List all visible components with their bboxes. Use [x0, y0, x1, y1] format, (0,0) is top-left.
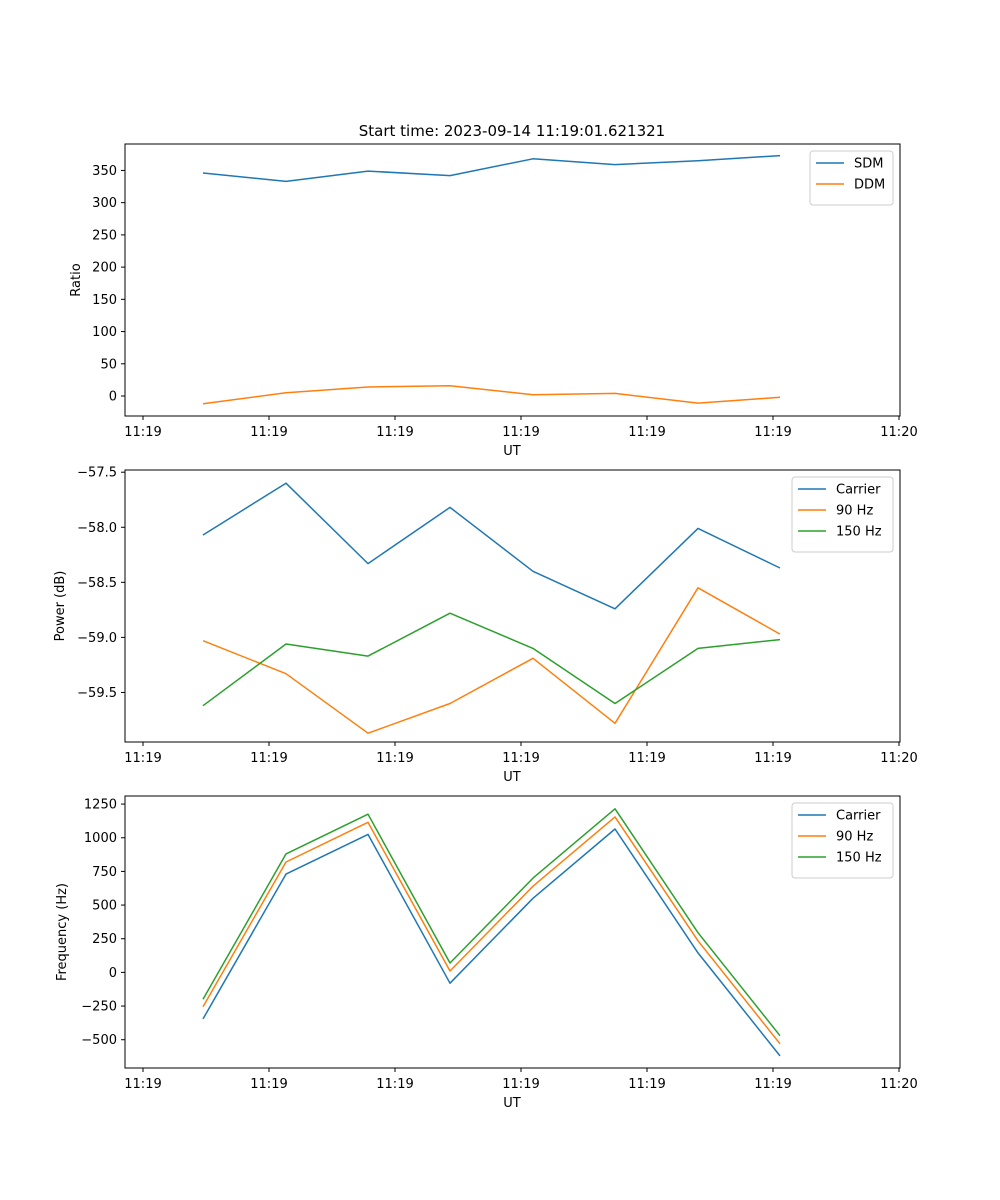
x-axis-label: UT	[503, 444, 521, 459]
y-tick-label: 1000	[84, 831, 117, 846]
series-line-carrier	[202, 482, 781, 610]
y-tick-label: −59.0	[77, 631, 117, 646]
x-tick-label: 11:19	[376, 751, 413, 766]
y-tick-label: 300	[92, 196, 117, 211]
x-tick-label: 11:19	[754, 751, 791, 766]
chart-panel-1: 11:19 11:19 11:19 11:19 11:19 11:19 11:20 UT 0 50…	[69, 143, 918, 459]
x-tick-label: 11:19	[250, 425, 287, 440]
x-tick-label: 11:19	[502, 751, 539, 766]
axes-frame	[124, 469, 901, 743]
y-tick-label: 350	[92, 164, 117, 179]
y-tick-label: 750	[92, 865, 117, 880]
x-tick-label: 11:19	[754, 1077, 791, 1092]
legend-label: SDM	[854, 157, 883, 172]
series-line-ddm	[202, 384, 781, 405]
legend: Carrier 90 Hz 150 Hz	[791, 476, 894, 553]
x-tick-label: 11:19	[628, 425, 665, 440]
y-tick-label: 250	[92, 932, 117, 947]
x-tick-label: 11:19	[124, 751, 161, 766]
y-tick-label: 100	[92, 325, 117, 340]
y-tick-label: −250	[81, 1000, 117, 1015]
legend-label: 150 Hz	[836, 851, 882, 866]
x-tick-label: 11:20	[880, 751, 917, 766]
y-tick-label: 500	[92, 899, 117, 914]
y-tick-label: −59.5	[77, 686, 117, 701]
legend-box	[791, 476, 894, 553]
x-tick-label: 11:19	[250, 751, 287, 766]
x-axis-label: UT	[503, 770, 521, 785]
legend-label: DDM	[854, 178, 885, 193]
x-tick-label: 11:19	[628, 751, 665, 766]
legend-label: Carrier	[836, 809, 881, 824]
legend: Carrier 90 Hz 150 Hz	[791, 802, 894, 879]
x-tick-label: 11:19	[628, 1077, 665, 1092]
legend-box	[791, 802, 894, 879]
series-line-90-hz	[202, 816, 781, 1045]
figure-title: Start time: 2023-09-14 11:19:01.621321	[359, 122, 665, 140]
legend-box	[809, 150, 894, 206]
x-tick-label: 11:19	[124, 425, 161, 440]
y-tick-label: 0	[109, 966, 117, 981]
legend-label: 90 Hz	[836, 504, 873, 519]
series-line-150-hz	[202, 612, 781, 707]
y-tick-label: 250	[92, 228, 117, 243]
axes-frame	[124, 143, 901, 417]
x-tick-label: 11:19	[250, 1077, 287, 1092]
y-tick-label: 200	[92, 261, 117, 276]
x-tick-label: 11:20	[880, 1077, 917, 1092]
y-tick-label: −500	[81, 1033, 117, 1048]
y-tick-label: 50	[100, 357, 117, 372]
series-line-carrier	[202, 828, 781, 1057]
x-tick-label: 11:19	[376, 425, 413, 440]
y-tick-label: 150	[92, 293, 117, 308]
y-tick-label: −58.5	[77, 576, 117, 591]
x-tick-label: 11:19	[502, 425, 539, 440]
x-tick-label: 11:20	[880, 425, 917, 440]
x-axis-label: UT	[503, 1096, 521, 1111]
x-tick-label: 11:19	[376, 1077, 413, 1092]
axes-frame	[124, 795, 901, 1069]
legend-label: Carrier	[836, 483, 881, 498]
legend: SDM DDM	[809, 150, 894, 206]
y-axis-label: Frequency (Hz)	[55, 883, 70, 981]
y-axis-label: Power (dB)	[53, 571, 68, 642]
series-line-150-hz	[202, 808, 781, 1037]
legend-label: 90 Hz	[836, 830, 873, 845]
chart-panel-2: 11:19 11:19 11:19 11:19 11:19 11:19 11:20 UT −59…	[53, 466, 918, 785]
series-line-90-hz	[202, 587, 781, 734]
series-line-sdm	[202, 154, 781, 183]
y-tick-label: 1250	[84, 798, 117, 813]
chart-panels: 11:19 11:19 11:19 11:19 11:19 11:19 11:20 UT 0 50…	[53, 143, 918, 1111]
y-axis-label: Ratio	[69, 263, 84, 296]
x-tick-label: 11:19	[124, 1077, 161, 1092]
y-tick-label: 0	[109, 390, 117, 405]
y-tick-label: −58.0	[77, 521, 117, 536]
x-tick-label: 11:19	[502, 1077, 539, 1092]
x-tick-label: 11:19	[754, 425, 791, 440]
legend-label: 150 Hz	[836, 525, 882, 540]
y-tick-label: −57.5	[77, 466, 117, 481]
chart-panel-3: 11:19 11:19 11:19 11:19 11:19 11:19 11:20 UT −50…	[55, 795, 918, 1111]
